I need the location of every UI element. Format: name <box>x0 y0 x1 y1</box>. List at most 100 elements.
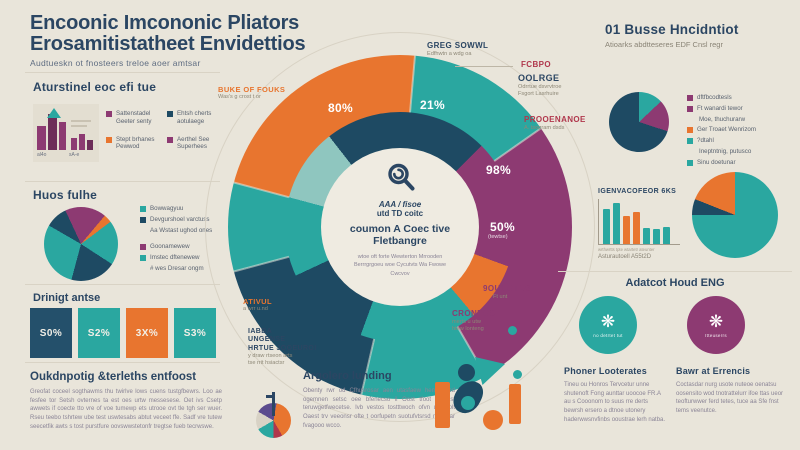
huos-fulhe-pie-chart <box>44 207 118 281</box>
right-section-heading: Adatcot Houd ENG <box>625 277 725 289</box>
stat-block: 3X% <box>126 308 168 358</box>
bar <box>633 211 640 244</box>
right-item-body: Coctasdar nurg usote nuteoe oenatsu oose… <box>676 382 784 415</box>
donut-center-body: wtoe oft forte Wewterton Mrrooden Berrrg… <box>353 254 447 277</box>
callout-souuotos: 9OUUOTOS Ft unt <box>483 284 553 301</box>
pie-flag-icon <box>254 390 294 440</box>
flag-arm <box>266 395 274 398</box>
right-section-heading-wrap: Adatcot Houd ENG <box>558 277 792 289</box>
legend-label: Ft wanardi tewor <box>697 104 743 112</box>
mini-bar <box>71 138 77 150</box>
bar <box>603 208 610 244</box>
figure-head <box>458 364 475 381</box>
legend-swatch <box>687 138 693 144</box>
donut-segment-label-sub: (tewtse) <box>488 234 508 240</box>
market-circle-icon: ❋ no detrtet tut <box>579 296 637 354</box>
legend-swatch <box>140 254 146 261</box>
section-number-subtitle: Atioarks abdtteseres EDF Cnsl regr <box>605 40 723 49</box>
right-item-1: Phoner Looterates Tineu ou Honros Tervce… <box>564 366 666 424</box>
legend-swatch <box>687 159 693 166</box>
right-item-body: Tineu ou Honros Tervcetur unne shutenoft… <box>564 382 666 423</box>
legend-item: Ineptntnig, putusco <box>687 148 792 156</box>
callout-title: 9OUUOTOS <box>483 284 531 293</box>
circle-caption: no detrtet tut <box>593 332 623 338</box>
legend-item: Ft wanardi tewor <box>687 105 792 113</box>
splash-icon: ❋ <box>600 311 616 331</box>
legend-label: Imstec dftenewew <box>150 253 200 261</box>
teal-shape <box>461 396 475 410</box>
callout-dot <box>508 326 517 335</box>
callout-sub: Odrrtue dsvrvtroe <box>518 83 562 90</box>
callout-dot <box>290 93 297 100</box>
right-mid-pie-chart <box>692 172 778 258</box>
stat-block: S3% <box>174 308 216 358</box>
legend-label: Sattenstadel Geeter senty <box>116 110 152 125</box>
bar-chart-plot <box>598 199 680 245</box>
growth-circle-icon: ❋ Itteuserrs <box>687 296 745 354</box>
spiral-magnifier-icon <box>388 163 415 191</box>
callout-title: UNGENSE <box>248 336 286 344</box>
callout-sub: A. tsogram dsds <box>524 124 565 131</box>
legend-item: Sinu doetunar <box>687 159 792 167</box>
callout-oolrge: OOLRGE Odrrtue dsvrvtroe Fsgort Lasrhuir… <box>518 73 598 98</box>
bar <box>643 227 650 244</box>
mini-line <box>71 120 91 122</box>
callout-sub: a wrr u.nd <box>243 306 268 312</box>
bar <box>613 202 620 244</box>
callout-sub: tse rrit hsiactsr <box>248 360 285 367</box>
donut-segment-label-98: 98% <box>486 163 511 177</box>
orange-bar <box>435 382 450 428</box>
callout-title: OOLRGE <box>518 73 560 83</box>
legend-swatch <box>687 127 693 134</box>
right-top-pie-legend: dftfbcodtesls Ft wanardi tewor Moe, thuc… <box>687 94 792 166</box>
callout-croneos: CRONEOS merts u utw htew lonteng <box>452 309 522 333</box>
donut-center: AAA / fisoe utd TD coitc coumon A Coec t… <box>321 148 479 306</box>
header-right: 01 Busse Hncidntiot Atioarks abdtteseres… <box>605 22 790 49</box>
legend-item: Aerthel See Superhees <box>167 136 220 152</box>
stat-blocks: S0% S2% 3X% S3% <box>30 308 216 358</box>
bar-chart-title: IGENVACOFEOR 6KS <box>598 188 677 195</box>
legend-item: Moe, thuchurarw <box>687 116 792 124</box>
legend-label: Ineptntnig, putusco <box>699 147 752 155</box>
legend-item: Ger Troaet Wenrizom <box>687 126 792 134</box>
bar <box>653 228 660 244</box>
callout-title: CRONEOS <box>452 309 496 318</box>
callout-sub: Ft unt <box>493 293 508 300</box>
legend-item: Aa Wstast ughod ones <box>140 227 222 235</box>
donut-segment-label-80: 80% <box>328 101 353 115</box>
callout-greg: GREG SOWWL Edfhwtn a wdg oa <box>427 41 507 58</box>
mini-chart-caption2: sA-e <box>69 152 80 158</box>
callout-iabba: IABBA UNGENSE HRTUE JOOEUROI y draw rtse… <box>248 328 328 368</box>
mini-bar <box>37 126 46 150</box>
legend-item: Bowwagyuu <box>140 205 222 213</box>
page-title-line1: Encoonic Imcononic Pliators <box>30 12 300 34</box>
legend-swatch <box>687 105 693 112</box>
donut-center-heading: coumon A Coec tive Fletbangre <box>349 223 451 248</box>
legend-swatch <box>687 95 693 101</box>
legend-swatch <box>140 216 146 223</box>
legend-item: Ehtsh cherts aotulaege <box>167 110 220 126</box>
divider <box>558 271 792 272</box>
legend-label: # wes Dresar ongm <box>150 264 204 272</box>
splash-icon: ❋ <box>708 311 724 331</box>
legend-swatch <box>167 111 173 117</box>
legend-label: Aa Wstast ughod ones <box>150 226 213 234</box>
callout-sub: Fsgort Lasrhuire <box>518 91 559 98</box>
bar-chart-xlabel: Asturautoell A55t2D <box>598 254 652 260</box>
teal-flag-shape <box>475 357 505 385</box>
mini-triangle-icon <box>47 108 61 118</box>
orange-ball <box>483 410 503 430</box>
legend-item: Devgurshoel varctuss <box>140 216 222 224</box>
circle-caption: Itteuserrs <box>705 332 727 338</box>
legend-label: Moe, thuchurarw <box>699 115 746 123</box>
legend-item: # wes Dresar ongm <box>140 265 222 273</box>
mini-chart-caption1: al4o <box>37 152 47 158</box>
callout-sub: y draw rtseon arts <box>248 353 293 360</box>
donut-outline-ring <box>205 32 595 422</box>
mini-bar <box>59 122 66 150</box>
bar <box>663 227 670 244</box>
legend-label: Sinu doetunar <box>697 158 736 166</box>
legend-swatch <box>140 206 146 212</box>
right-item-label: Phoner Looterates <box>564 366 647 376</box>
right-item-label: Bawr at Errencis <box>676 366 751 376</box>
